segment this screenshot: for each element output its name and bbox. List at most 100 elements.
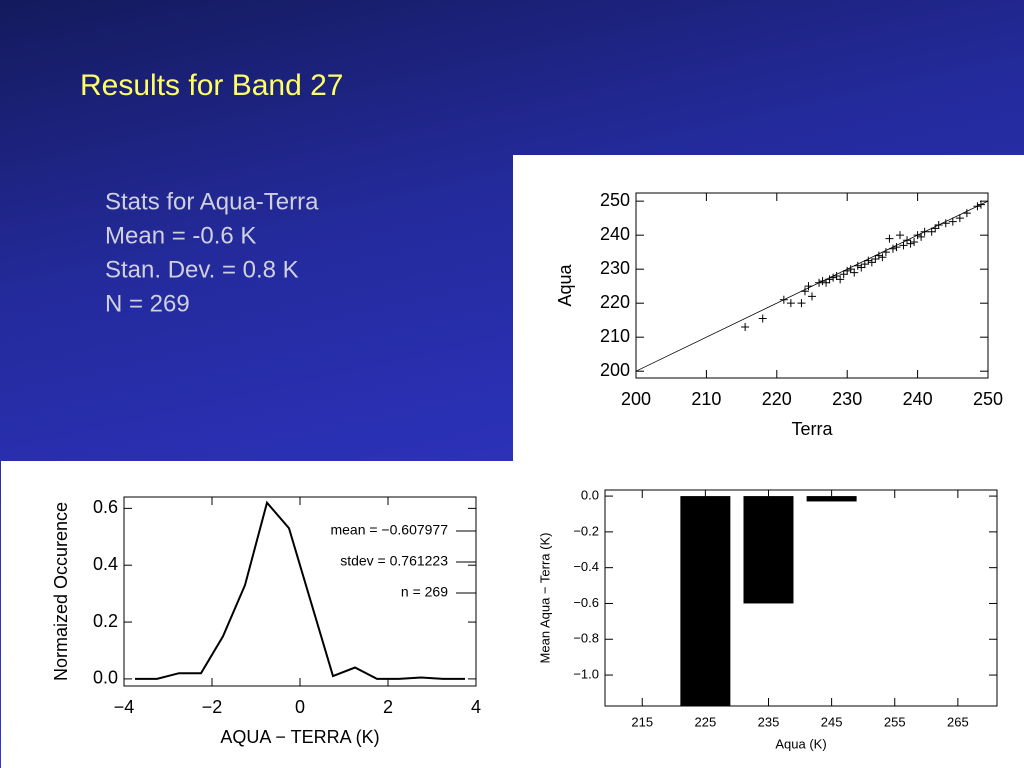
scatter-point — [892, 243, 901, 252]
x-axis-label: AQUA − TERRA (K) — [220, 727, 379, 747]
scatter-point — [878, 253, 887, 262]
scatter-point — [955, 214, 964, 223]
x-tick-label: 2 — [383, 697, 393, 717]
y-tick-label: 0.4 — [93, 554, 118, 574]
x-tick-label: −4 — [114, 697, 135, 717]
y-tick-label: 0.2 — [93, 611, 118, 631]
y-tick-label: 240 — [600, 224, 630, 244]
y-tick-label: 250 — [600, 190, 630, 210]
scatter-point — [800, 287, 809, 296]
scatter-point — [829, 273, 838, 282]
scatter-point — [899, 241, 908, 250]
x-tick-label: 0 — [295, 697, 305, 717]
x-tick-label: −2 — [202, 697, 223, 717]
scatter-point — [896, 231, 904, 240]
slide-title: Results for Band 27 — [80, 69, 343, 102]
x-tick-label: 240 — [903, 389, 933, 409]
y-tick-label: 0.0 — [581, 488, 599, 503]
y-tick-label: 0.0 — [93, 668, 118, 688]
scatter-point — [758, 314, 767, 323]
scatter-point — [839, 270, 848, 279]
x-tick-label: 200 — [621, 389, 651, 409]
scatter-point — [822, 278, 831, 287]
y-tick-label: −0.4 — [573, 559, 599, 574]
scatter-point — [881, 248, 890, 257]
scatter-point — [920, 227, 929, 236]
scatter-point — [885, 234, 894, 243]
scatter-point — [913, 231, 922, 240]
scatter-point — [797, 299, 806, 308]
plot-frame — [635, 192, 989, 379]
y-tick-label: −0.8 — [573, 631, 599, 646]
y-tick-label: 220 — [600, 292, 630, 312]
scatter-point — [846, 265, 855, 274]
y-axis-label: Aqua — [555, 263, 575, 306]
x-axis-label: Aqua (K) — [775, 736, 826, 751]
y-tick-label: 0.6 — [93, 497, 118, 517]
plot-frame — [604, 489, 998, 707]
scatter-point — [808, 292, 816, 301]
scatter-point — [815, 278, 824, 287]
x-tick-label: 245 — [821, 714, 843, 729]
scatter-point — [906, 239, 915, 248]
scatter-point — [857, 263, 866, 272]
scatter-point — [962, 209, 971, 218]
bar — [743, 496, 794, 604]
scatter-point — [903, 236, 912, 245]
scatter-point — [976, 200, 985, 209]
y-tick-label: 200 — [600, 360, 630, 380]
scatter-point — [948, 217, 957, 226]
scatter-point — [867, 258, 876, 267]
chart-panel — [1, 461, 513, 768]
x-axis-label: Terra — [791, 419, 833, 439]
scatter-point — [741, 322, 750, 331]
scatter-point — [850, 268, 859, 277]
scatter-point — [818, 277, 827, 286]
scatter-point — [864, 256, 873, 265]
x-tick-label: 225 — [695, 714, 717, 729]
scatter-point — [927, 227, 936, 236]
chart-panel — [513, 155, 1024, 768]
x-tick-label: 255 — [884, 714, 906, 729]
x-tick-label: 4 — [471, 697, 481, 717]
chart: 215 225 235 245 255 265 0.0 −0.2 −0.4 −0.6 −0.8 −1.… — [537, 488, 998, 751]
x-tick-label: 220 — [762, 389, 792, 409]
x-tick-label: 265 — [947, 714, 969, 729]
scatter-point — [843, 266, 852, 275]
annotation: n = 269 — [401, 584, 448, 600]
y-tick-label: 230 — [600, 258, 630, 278]
scatter-point — [917, 232, 926, 241]
y-tick-label: 210 — [600, 326, 630, 346]
y-axis-label: Normaized Occurence — [51, 502, 71, 681]
bar — [680, 496, 731, 706]
annotation: mean = −0.607977 — [330, 522, 448, 538]
stats-line: Stan. Dev. = 0.8 K — [105, 256, 299, 283]
scatter-point — [934, 220, 943, 229]
scatter-point — [874, 251, 883, 260]
scatter-point — [888, 244, 897, 253]
scatter-point — [941, 219, 950, 228]
x-tick-label: 250 — [973, 389, 1003, 409]
x-tick-label: 230 — [832, 389, 862, 409]
line — [135, 500, 465, 680]
scatter-point — [836, 275, 845, 284]
scatter-point — [973, 202, 982, 211]
y-tick-label: −0.6 — [573, 595, 599, 610]
y-tick-label: −0.2 — [573, 523, 599, 538]
scatter-point — [832, 271, 841, 280]
stats-line: Mean = -0.6 K — [105, 222, 256, 249]
x-tick-label: 235 — [758, 714, 780, 729]
annotation: stdev = 0.761223 — [340, 553, 448, 569]
scatter-point — [860, 260, 869, 269]
scatter-point — [786, 299, 795, 308]
chart: −4 −2 0 2 4 0.0 0.2 0.4 0.6 AQUA − TERRA (K) Norma… — [51, 496, 481, 747]
scatter-point — [871, 254, 880, 263]
x-tick-label: 215 — [631, 714, 653, 729]
scatter-point — [779, 295, 788, 304]
y-axis-label: Mean Aqua − Terra (K) — [537, 533, 552, 664]
scatter-point — [825, 275, 834, 284]
chart: 200 210 220 230 240 250 200 210 220 230 240 250 Terr… — [555, 190, 1003, 439]
y-tick-label: −1.0 — [573, 666, 599, 681]
scatter-point — [910, 237, 919, 246]
scatter-point — [804, 282, 813, 291]
